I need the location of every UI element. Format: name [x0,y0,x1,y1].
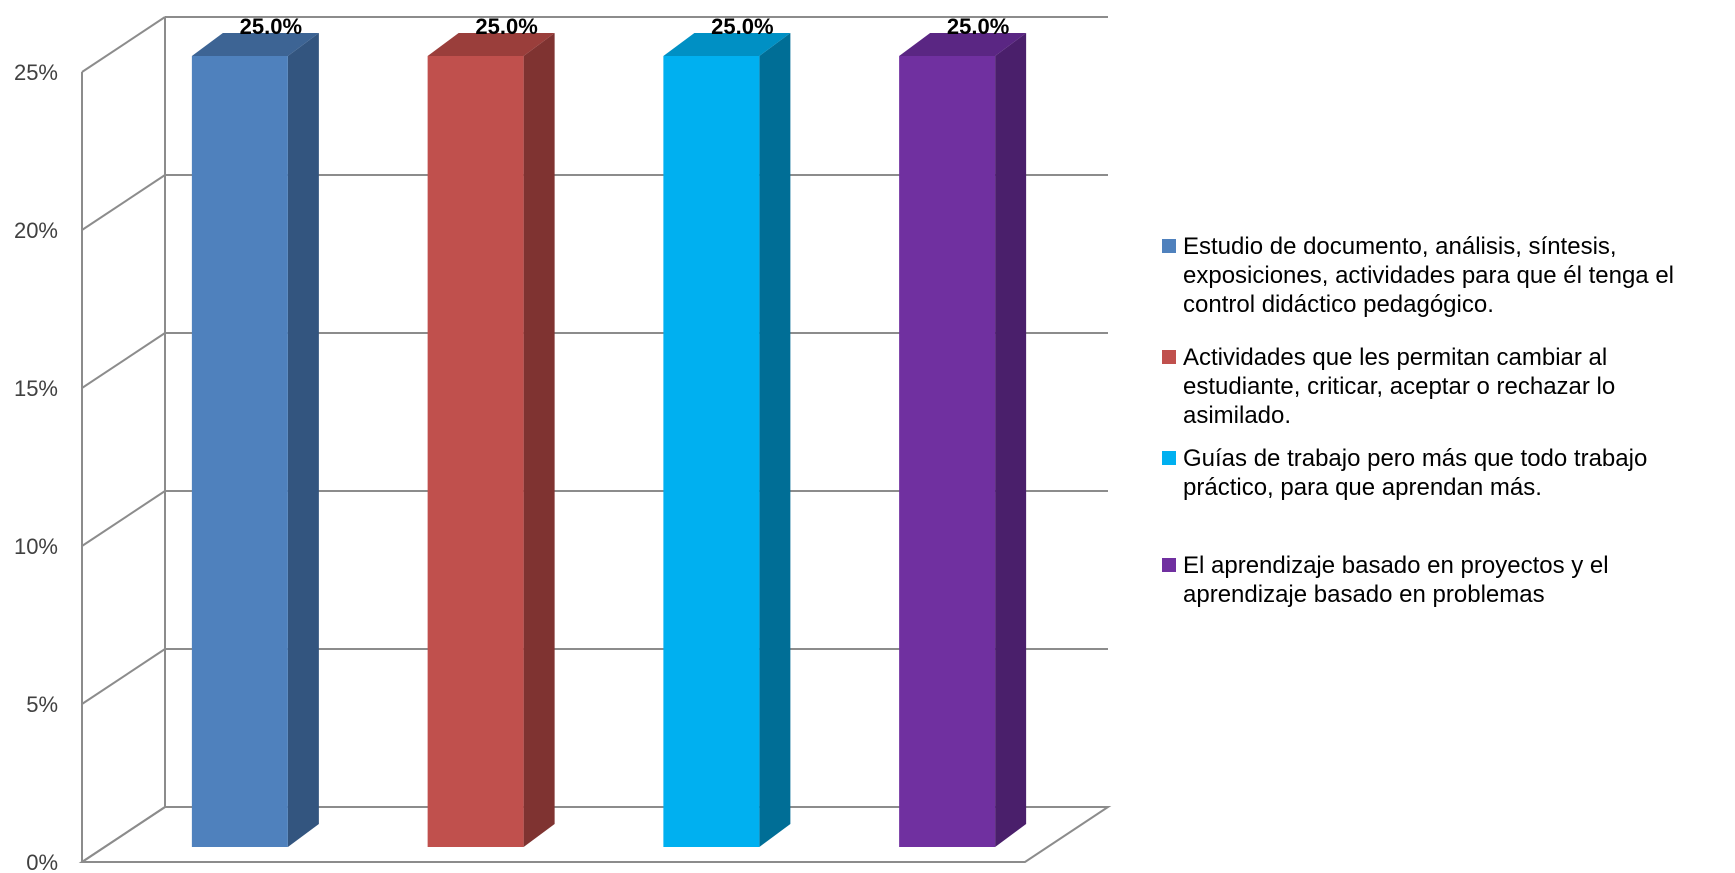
bars [191,33,1027,847]
y-axis: 0% 5% 10% 15% 20% 25% [14,60,58,873]
data-labels: 25.0% 25.0% 25.0% 25.0% [240,14,1010,39]
bar-top [191,33,319,56]
legend-item: El aprendizaje basado en proyectos y ela… [1162,552,1609,608]
bar [191,33,319,847]
gridline-depth [81,490,166,547]
data-label: 25.0% [711,14,773,39]
bar [427,33,555,847]
legend-swatch [1162,558,1176,572]
legend: Estudio de documento, análisis, síntesis… [1162,233,1674,608]
y-tick-label: 0% [26,850,58,873]
legend-label: estudiante, criticar, aceptar o rechazar… [1183,373,1615,400]
bar-top [663,33,791,56]
bar-front [427,56,524,847]
legend-swatch [1162,451,1176,465]
gridlines [78,16,1112,863]
legend-item: Guías de trabajo pero más que todo traba… [1162,445,1647,501]
gridline-depth [81,332,166,389]
bar-front [191,56,288,847]
bar [663,33,791,847]
legend-item: Actividades que les permitan cambiar ale… [1162,344,1615,429]
bar [899,33,1027,847]
bar-top [427,33,555,56]
bar-top [899,33,1027,56]
legend-label: control didáctico pedagógico. [1183,291,1494,318]
legend-label: Actividades que les permitan cambiar al [1183,344,1607,371]
y-tick-label: 10% [14,534,58,559]
legend-swatch [1162,239,1176,253]
bar-front [663,56,760,847]
data-label: 25.0% [240,14,302,39]
data-label: 25.0% [475,14,537,39]
gridline-depth [81,16,166,73]
legend-label: práctico, para que aprendan más. [1183,474,1542,501]
legend-swatch [1162,350,1176,364]
gridline-depth [81,648,166,705]
bar-side [995,33,1027,847]
legend-label: El aprendizaje basado en proyectos y el [1183,552,1609,579]
bar-side [523,33,555,847]
legend-label: asimilado. [1183,402,1291,429]
legend-label: Estudio de documento, análisis, síntesis… [1183,233,1617,260]
floor [78,806,1112,863]
legend-label: Guías de trabajo pero más que todo traba… [1183,445,1647,472]
y-tick-label: 5% [26,692,58,717]
y-tick-label: 15% [14,376,58,401]
bar-side [287,33,319,847]
bar-side [759,33,791,847]
bar-front [899,56,996,847]
data-label: 25.0% [947,14,1009,39]
legend-label: exposiciones, actividades para que él te… [1183,262,1674,289]
legend-label: aprendizaje basado en problemas [1183,581,1545,608]
y-tick-label: 20% [14,218,58,243]
y-tick-label: 25% [14,60,58,85]
gridline-depth [81,174,166,231]
legend-item: Estudio de documento, análisis, síntesis… [1162,233,1674,318]
